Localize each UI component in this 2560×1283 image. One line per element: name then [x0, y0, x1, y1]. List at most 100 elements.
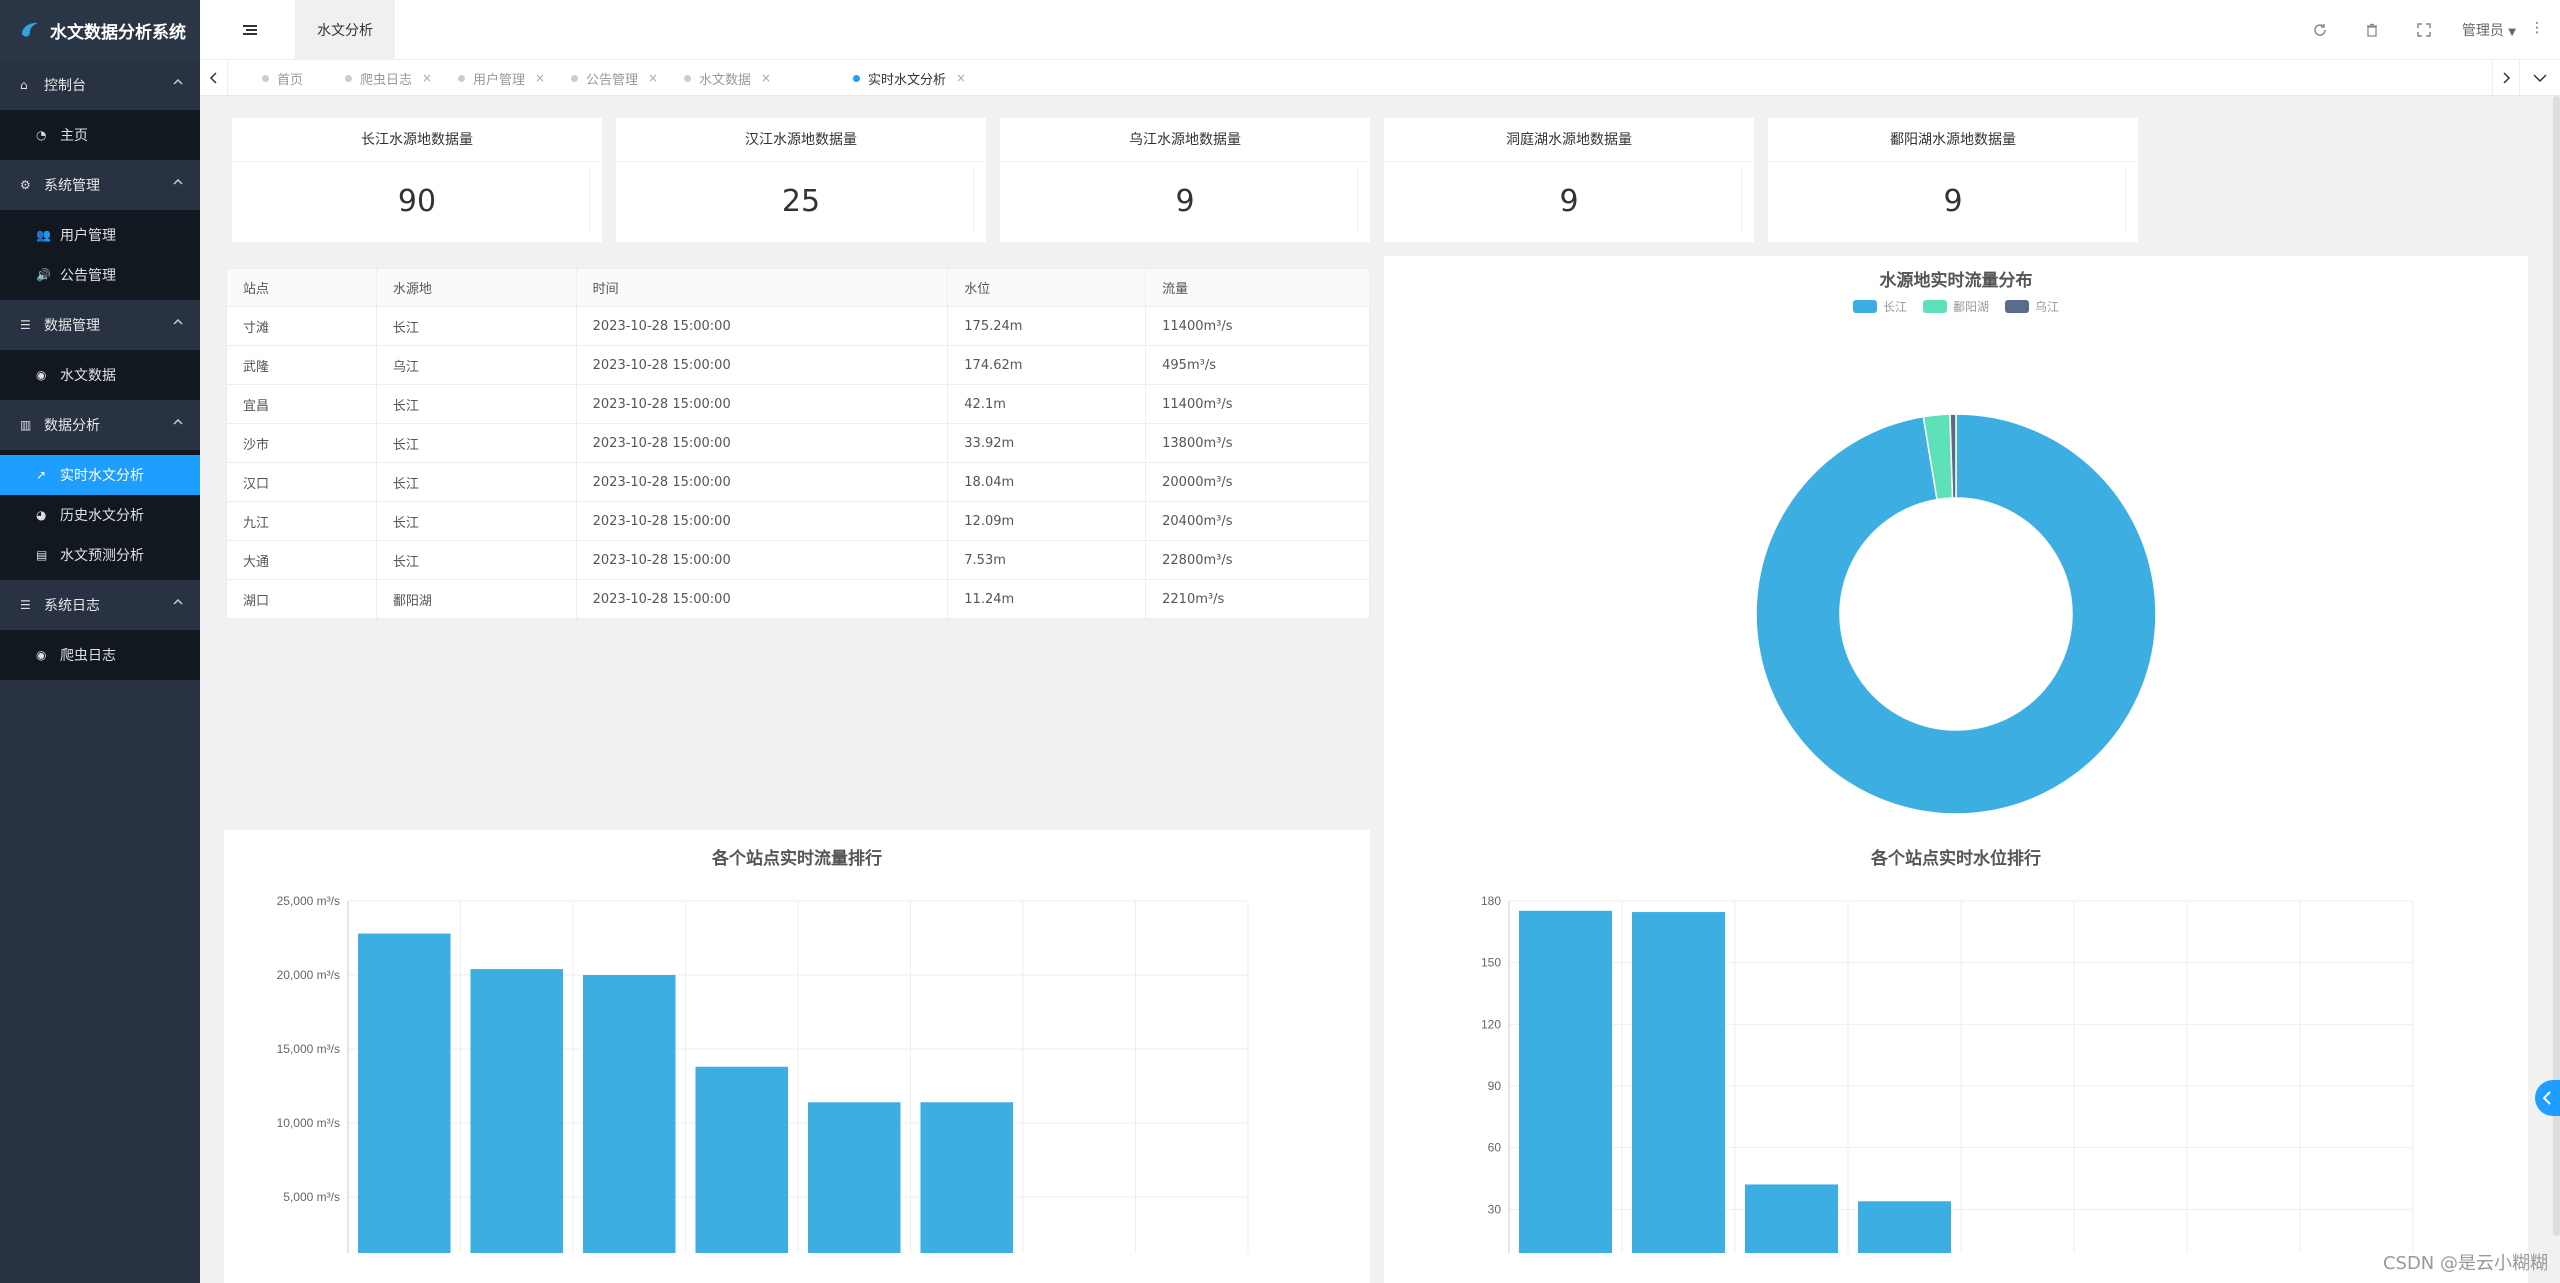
bar-3[interactable] [695, 1066, 789, 1253]
table-cell: 11.24m [947, 579, 1147, 619]
page-tab[interactable]: 用户管理 × [458, 60, 545, 96]
level-bar-panel: 各个站点实时水位排行 30 60 90 120 150 180 [1384, 830, 2528, 1283]
nav-group-3[interactable]: ▥ 数据分析 [0, 400, 200, 450]
app-title: 水文数据分析系统 [50, 22, 186, 43]
column-header: 站点 [226, 268, 377, 307]
page-tab[interactable]: 公告管理 × [571, 60, 658, 96]
legend-item[interactable]: 鄱阳湖 [1922, 298, 1989, 315]
bar-2[interactable] [583, 975, 676, 1253]
table-row: 沙市 长江 2023-10-28 15:00:00 33.92m 13800m³/s [226, 423, 1370, 463]
sidebar-item-label: 爬虫日志 [60, 648, 116, 664]
table-cell: 2023-10-28 15:00:00 [575, 306, 949, 346]
sidebar-nav: ⌂ 控制台 ◔ 主页 ⚙ 系统管理 👥 用户管理 🔊 公告管理 ☰ 数据管理 ◉ 水文数据 ▥ 数据分析 ↗ 实时… [0, 60, 200, 680]
dashboard-icon: ◔ [36, 128, 47, 142]
more-vertical-icon[interactable]: ⋮ [2530, 20, 2544, 36]
fullscreen-icon[interactable] [2416, 22, 2432, 38]
stat-card: 乌江水源地数据量 9 [1000, 118, 1370, 242]
stat-title: 鄱阳湖水源地数据量 [1768, 118, 2138, 162]
tabs-dropdown-icon[interactable] [2526, 60, 2554, 96]
nav-group-1[interactable]: ⚙ 系统管理 [0, 160, 200, 210]
y-tick-label: 5,000 m³/s [283, 1190, 340, 1204]
page-scrollbar[interactable] [2553, 96, 2560, 1236]
nav-group-items: 👥 用户管理 🔊 公告管理 [0, 210, 200, 300]
flow-bar-title: 各个站点实时流量排行 [712, 849, 882, 869]
bar-1[interactable] [1632, 912, 1725, 1253]
table-cell: 2023-10-28 15:00:00 [575, 540, 949, 580]
level-bar-chart: 30 60 90 120 150 180 [1481, 894, 2414, 1253]
stat-divider [1741, 170, 1742, 232]
nav-group-4[interactable]: ☰ 系统日志 [0, 580, 200, 630]
sidebar-item[interactable]: 🔊 公告管理 [0, 255, 200, 295]
nav-group-2[interactable]: ☰ 数据管理 [0, 300, 200, 350]
panel-collapse-button[interactable] [2535, 1080, 2560, 1116]
bar-4[interactable] [808, 1102, 901, 1253]
table-cell: 18.04m [947, 462, 1147, 502]
sidebar-item-label: 历史水文分析 [60, 508, 144, 524]
sidebar-item[interactable]: 👥 用户管理 [0, 215, 200, 255]
legend-label: 乌江 [2035, 300, 2060, 314]
bar-0[interactable] [358, 933, 451, 1253]
watermark: CSDN @是云小糊糊 [2382, 1253, 2548, 1274]
close-icon[interactable]: × [422, 71, 433, 85]
pie-slice-0[interactable] [1755, 413, 2157, 815]
legend-item[interactable]: 长江 [1852, 298, 1907, 315]
sidebar-item[interactable]: ↗ 实时水文分析 [0, 455, 200, 495]
pie-slice-2[interactable] [1949, 413, 1957, 499]
y-tick-label: 60 [1488, 1141, 1502, 1155]
volume-icon: 🔊 [36, 268, 51, 282]
home-icon: ⌂ [20, 78, 28, 92]
table-cell: 2023-10-28 15:00:00 [575, 462, 949, 502]
y-tick-label: 20,000 m³/s [277, 968, 340, 982]
nav-group-items: ◔ 主页 [0, 110, 200, 160]
bar-0[interactable] [1519, 910, 1612, 1253]
sidebar-item-label: 主页 [60, 128, 88, 144]
sidebar-item[interactable]: ◉ 水文数据 [0, 355, 200, 395]
database-icon: ▤ [36, 548, 48, 562]
close-icon[interactable]: × [648, 71, 659, 85]
pie-chart-icon: ◕ [36, 508, 47, 522]
water-drop-logo-icon [22, 22, 38, 37]
sidebar-item[interactable]: ◕ 历史水文分析 [0, 495, 200, 535]
y-tick-label: 25,000 m³/s [277, 894, 340, 908]
bar-1[interactable] [470, 969, 564, 1253]
stat-title: 汉江水源地数据量 [616, 118, 986, 162]
nav-group-label: 控制台 [44, 78, 86, 94]
sidebar-item[interactable]: ◉ 爬虫日志 [0, 635, 200, 675]
bar-5[interactable] [920, 1102, 1014, 1253]
page-tab[interactable]: 水文数据 × [684, 60, 771, 96]
flow-bar-chart: 5,000 m³/s 10,000 m³/s 15,000 m³/s 20,000 m… [277, 894, 1249, 1253]
sidebar-item-label: 用户管理 [60, 228, 116, 244]
bar-2[interactable] [1745, 1184, 1838, 1253]
table-cell: 长江 [375, 462, 577, 502]
table-row: 宜昌 长江 2023-10-28 15:00:00 42.1m 11400m³/s [226, 384, 1370, 424]
legend-swatch [2005, 300, 2029, 313]
y-tick-label: 10,000 m³/s [277, 1116, 340, 1130]
close-icon[interactable]: × [956, 71, 967, 85]
tab-dot-icon [853, 74, 860, 82]
page-tab[interactable]: 实时水文分析 × [853, 60, 966, 96]
bar-3[interactable] [1858, 1201, 1951, 1253]
sidebar-item-label: 公告管理 [60, 268, 116, 284]
table-cell: 13800m³/s [1145, 423, 1370, 463]
tab-dot-icon [262, 74, 269, 82]
user-menu[interactable]: 管理员 ▼ [2462, 20, 2516, 40]
menu-toggle-icon[interactable] [240, 20, 260, 40]
tabs-scroll-right-icon[interactable] [2492, 60, 2520, 96]
nav-group-0[interactable]: ⌂ 控制台 [0, 60, 200, 110]
refresh-icon[interactable] [2312, 22, 2328, 38]
legend-item[interactable]: 乌江 [2005, 298, 2059, 315]
list-icon: ☰ [20, 318, 31, 332]
table-cell: 7.53m [947, 540, 1147, 580]
close-icon[interactable]: × [761, 71, 772, 85]
trash-icon[interactable] [2364, 22, 2380, 38]
sidebar-item[interactable]: ◔ 主页 [0, 115, 200, 155]
page-tab[interactable]: 爬虫日志 × [345, 60, 432, 96]
page-tab[interactable]: 首页 [262, 60, 303, 96]
sidebar-item[interactable]: ▤ 水文预测分析 [0, 535, 200, 575]
table-cell: 12.09m [947, 501, 1147, 541]
tabs-scroll-left-icon[interactable] [200, 60, 228, 96]
page-tabs-bar: 首页 爬虫日志 × 用户管理 × 公告管理 × 水文数据 × 实时水文分析 × [200, 60, 2560, 96]
top-nav-tab-hydrology[interactable]: 水文分析 [295, 0, 395, 60]
close-icon[interactable]: × [535, 71, 546, 85]
table-cell: 九江 [226, 501, 377, 541]
